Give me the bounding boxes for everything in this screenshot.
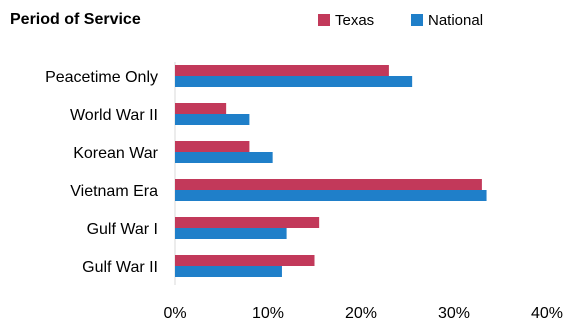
bar-texas-peacetime-only (175, 65, 389, 76)
bar-national-vietnam-era (175, 190, 487, 201)
legend: Texas National (318, 12, 483, 29)
x-tick-label-20: 20% (345, 305, 377, 322)
legend-label-national: National (428, 12, 483, 29)
bar-national-gulf-war-i (175, 228, 287, 239)
bar-texas-vietnam-era (175, 179, 482, 190)
bars-group (175, 65, 487, 277)
bar-national-gulf-war-ii (175, 266, 282, 277)
legend-swatch-texas (318, 14, 330, 26)
bar-national-peacetime-only (175, 76, 413, 87)
legend-label-texas: Texas (335, 12, 374, 29)
x-axis-ticks: 0% 10% 20% 30% 40% (163, 305, 563, 322)
x-tick-label-40: 40% (531, 305, 563, 322)
x-tick-label-0: 0% (163, 305, 186, 322)
legend-swatch-national (411, 14, 423, 26)
chart-title: Period of Service (10, 11, 141, 28)
x-tick-label-10: 10% (252, 305, 284, 322)
category-label-gulf-war-i: Gulf War I (87, 221, 158, 238)
bar-texas-gulf-war-ii (175, 255, 315, 266)
x-tick-label-30: 30% (438, 305, 470, 322)
bar-texas-gulf-war-i (175, 217, 320, 228)
category-label-peacetime-only: Peacetime Only (45, 69, 158, 86)
bar-national-korean-war (175, 152, 273, 163)
category-label-world-war-ii: World War II (70, 107, 158, 124)
category-label-korean-war: Korean War (73, 145, 158, 162)
bar-national-world-war-ii (175, 114, 250, 125)
bar-texas-world-war-ii (175, 103, 227, 114)
category-label-vietnam-era: Vietnam Era (70, 183, 158, 200)
category-labels: Peacetime Only World War II Korean War Viet… (45, 69, 159, 276)
category-label-gulf-war-ii: Gulf War II (82, 259, 158, 276)
bar-texas-korean-war (175, 141, 250, 152)
